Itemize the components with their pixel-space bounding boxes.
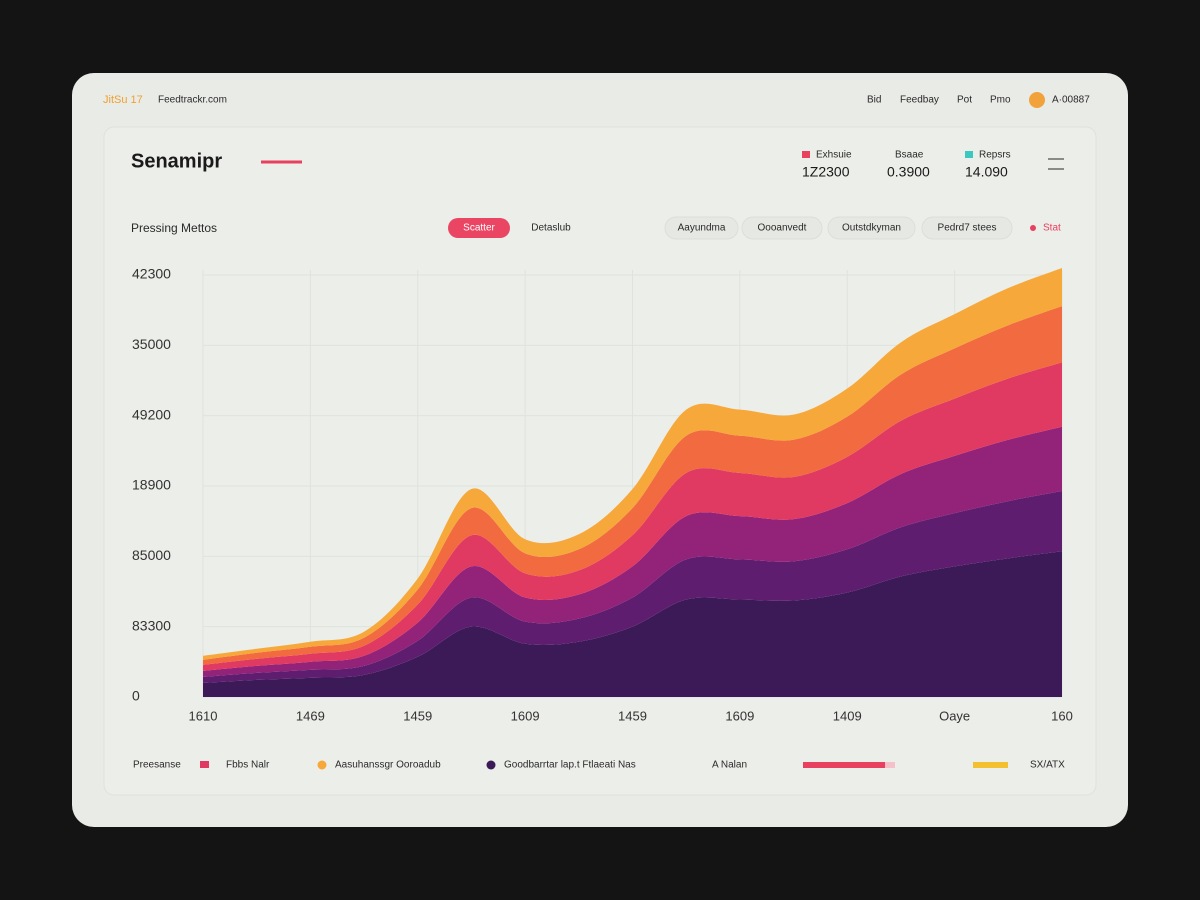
- view-button-label[interactable]: Scatter: [463, 223, 495, 234]
- y-tick-label: 42300: [132, 266, 171, 282]
- account[interactable]: A·00887: [1052, 95, 1090, 106]
- menu-icon[interactable]: [1048, 158, 1064, 170]
- nav-item[interactable]: Pot: [957, 95, 972, 106]
- filter-label[interactable]: Pedrd7 stees: [938, 223, 997, 234]
- nav-item[interactable]: Pmo: [990, 95, 1011, 106]
- legend-entry[interactable]: Goodbarrtar lap.t Ftlaeati Nas: [504, 760, 636, 771]
- legend-swatch: [317, 760, 327, 770]
- stat-value: 1Z2300: [802, 164, 850, 180]
- progress-bar: [973, 762, 1008, 768]
- x-tick-label: 1459: [618, 708, 647, 723]
- filter-pill[interactable]: [741, 216, 823, 240]
- y-tick-label: 18900: [132, 477, 171, 493]
- view-button[interactable]: [448, 218, 510, 238]
- area-layer: [203, 551, 1062, 697]
- filter-label[interactable]: Oooanvedt: [758, 223, 807, 234]
- stat-value: 0.3900: [887, 164, 930, 180]
- stat-name: Repsrs: [979, 150, 1011, 161]
- x-tick-label: 1409: [833, 708, 862, 723]
- y-tick-label: 0: [132, 688, 140, 704]
- y-tick-label: 35000: [132, 336, 171, 352]
- x-tick-label: 1609: [725, 708, 754, 723]
- filter-pill[interactable]: [827, 216, 916, 240]
- stat-swatch: [802, 151, 810, 158]
- area-layer: [203, 426, 1062, 677]
- stat-swatch: [965, 151, 973, 158]
- nav-item[interactable]: Bid: [867, 95, 881, 106]
- legend-label: Preesanse: [133, 760, 181, 771]
- status-label[interactable]: Stat: [1043, 223, 1061, 234]
- avatar[interactable]: [1029, 92, 1045, 108]
- x-tick-label: 1609: [511, 708, 540, 723]
- legend-entry[interactable]: Aasuhanssgr Ooroadub: [335, 760, 441, 771]
- y-tick-label: 85000: [132, 547, 171, 563]
- x-tick-label: 1469: [296, 708, 325, 723]
- x-tick-label: 1610: [189, 708, 218, 723]
- stat-value: 14.090: [965, 164, 1008, 180]
- y-tick-label: 49200: [132, 406, 171, 422]
- legend-swatch: [486, 760, 496, 770]
- area-layer: [203, 267, 1062, 660]
- chart-title: Senamipr: [131, 150, 222, 172]
- filter-label[interactable]: Aayundma: [678, 223, 726, 234]
- footer-label: A Nalan: [712, 760, 747, 771]
- legend-entry[interactable]: Fbbs Nalr: [226, 760, 270, 771]
- status-dot: [1030, 225, 1036, 231]
- x-tick-label: Oaye: [939, 708, 970, 723]
- stat-name: Exhsuie: [816, 150, 852, 161]
- view-button-label[interactable]: Detaslub: [531, 223, 571, 234]
- brand: JitSu 17: [103, 94, 143, 106]
- area-layer: [203, 491, 1062, 683]
- filter-label[interactable]: Outstdkyman: [842, 223, 901, 234]
- site-name: Feedtrackr.com: [158, 95, 227, 106]
- legend-swatch: [200, 761, 209, 768]
- filter-pill[interactable]: [664, 216, 739, 240]
- chart-subtitle: Pressing Mettos: [131, 221, 217, 235]
- area-layer: [203, 362, 1062, 671]
- filter-pill[interactable]: [921, 216, 1013, 240]
- stat-name: Bsaae: [895, 150, 924, 161]
- area-layer: [203, 306, 1062, 665]
- nav-item[interactable]: Feedbay: [900, 95, 939, 106]
- x-tick-label: 160: [1051, 708, 1073, 723]
- progress-bar: [803, 762, 885, 768]
- x-tick-label: 1459: [403, 708, 432, 723]
- y-tick-label: 83300: [132, 617, 171, 633]
- footer-label: SX/ATX: [1030, 760, 1065, 771]
